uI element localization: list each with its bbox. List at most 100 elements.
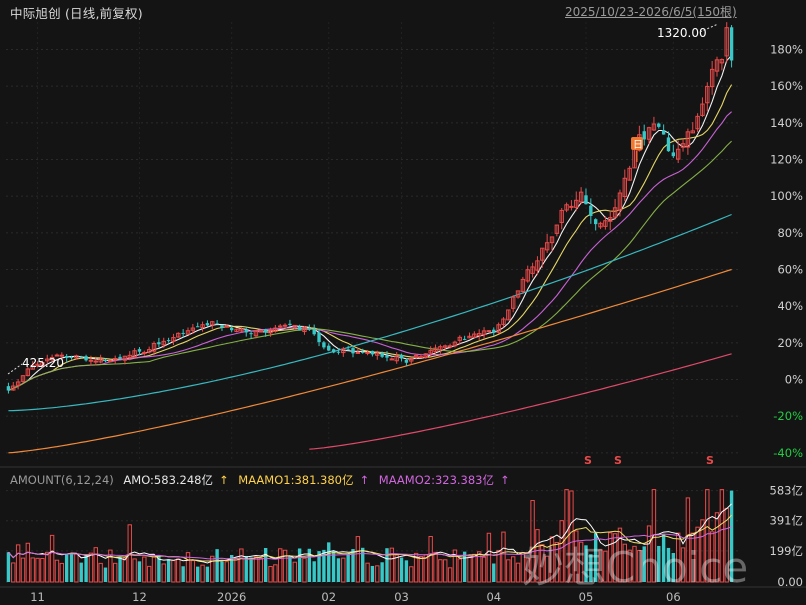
volume-bar (438, 559, 443, 583)
s-marker: S (706, 454, 714, 467)
volume-bar (196, 566, 200, 582)
volume-bar (98, 562, 103, 583)
ma120-line (8, 268, 732, 454)
candle-body (394, 355, 399, 362)
volume-bar (409, 566, 414, 583)
candle-body (59, 354, 65, 357)
volume-bar (646, 525, 652, 583)
candle-body (700, 103, 705, 116)
candle-body (589, 205, 593, 216)
candle-body (418, 356, 424, 359)
candle-body (574, 199, 579, 208)
candle-body (690, 130, 695, 134)
volume-bar (540, 544, 545, 583)
volume-bar (132, 558, 137, 583)
volume-bar (166, 559, 171, 582)
volume-bar (506, 559, 511, 583)
volume-bar (40, 557, 45, 583)
volume-bar (74, 553, 79, 583)
candle-body (399, 354, 404, 359)
candle-body (680, 143, 686, 148)
volume-bar (389, 547, 395, 583)
volume-bar (423, 554, 429, 583)
candle-body (657, 123, 661, 127)
candle-body (74, 355, 79, 359)
candlestick-series (6, 22, 734, 394)
volume-bar (84, 555, 88, 582)
candle-body (137, 349, 142, 352)
candle-body (15, 381, 21, 386)
candle-body (457, 336, 462, 341)
candle-body (554, 224, 560, 234)
candle-body (622, 177, 627, 197)
volume-bar (190, 560, 196, 583)
candle-body (651, 123, 657, 131)
volume-ma-lines (8, 503, 732, 564)
volume-bar (452, 549, 458, 583)
candle-body (510, 296, 516, 309)
candle-body (675, 148, 681, 160)
ma60-line (8, 213, 732, 412)
volume-bar (608, 532, 613, 583)
candle-body (161, 340, 166, 346)
volume-bar (530, 500, 535, 583)
x-tick-label: 2026 (217, 590, 246, 604)
candle-body (346, 349, 350, 351)
candle-body (714, 59, 720, 72)
volume-bar (385, 548, 389, 582)
volume-bar (15, 544, 21, 583)
ma10-line (8, 84, 733, 392)
volume-bar (307, 548, 312, 582)
volume-bar (30, 557, 35, 583)
candle-body (578, 191, 584, 203)
volume-bar (263, 547, 268, 582)
y-tick-label: 140% (770, 116, 803, 130)
volume-bar (695, 526, 700, 583)
candle-body (404, 359, 409, 363)
date-range-link[interactable]: 2025/10/23-2026/6/5(150根) (565, 5, 737, 19)
volume-bar (729, 490, 734, 582)
candle-body (341, 348, 346, 354)
candle-body (584, 195, 588, 205)
volume-bar (394, 554, 399, 583)
volume-axis: 583亿 391亿 199亿 0.00 (770, 484, 803, 589)
volume-bar (244, 555, 248, 582)
up-arrow-icon: ↑ (219, 473, 229, 487)
volume-bar (525, 557, 530, 583)
volume-bar (501, 531, 506, 583)
candle-body (336, 351, 341, 353)
candle-body (35, 363, 40, 367)
volume-bar (603, 550, 608, 583)
volume-bar (714, 512, 720, 583)
candle-body (462, 338, 467, 340)
price-axis: 180% 160% 140% 120% 100% 80% 60% 40% 20% 0% -20% -4… (770, 43, 803, 460)
volume-bar (492, 563, 496, 582)
volume-bar (632, 545, 637, 583)
maamo1-value: MAAMO1:381.380亿 (238, 473, 354, 487)
volume-bar (239, 548, 244, 583)
candle-body (646, 127, 652, 140)
y-tick-label: 20% (777, 336, 803, 350)
up-arrow-icon: ↑ (359, 473, 370, 487)
date-axis: 11 12 2026 02 03 04 05 06 (0, 586, 806, 604)
s-marker: S (614, 454, 622, 467)
candle-body (122, 355, 128, 361)
high-price-label: 1320.00 (657, 26, 707, 40)
volume-bar (413, 552, 419, 583)
low-price-label: 425.20 (22, 356, 64, 370)
x-tick-label: 05 (579, 590, 594, 604)
volume-bar (709, 531, 715, 583)
candle-body (685, 131, 691, 148)
volume-bar (171, 560, 176, 583)
y-tick-label: 100% (770, 189, 803, 203)
volume-bar (549, 536, 555, 583)
candle-body (239, 328, 244, 332)
volume-bar (317, 551, 321, 582)
candle-body (361, 351, 365, 353)
candle-body (709, 68, 715, 88)
candle-body (380, 352, 384, 357)
event-marker-icon (631, 137, 643, 150)
candle-body (244, 329, 248, 333)
volume-bar (11, 562, 16, 583)
